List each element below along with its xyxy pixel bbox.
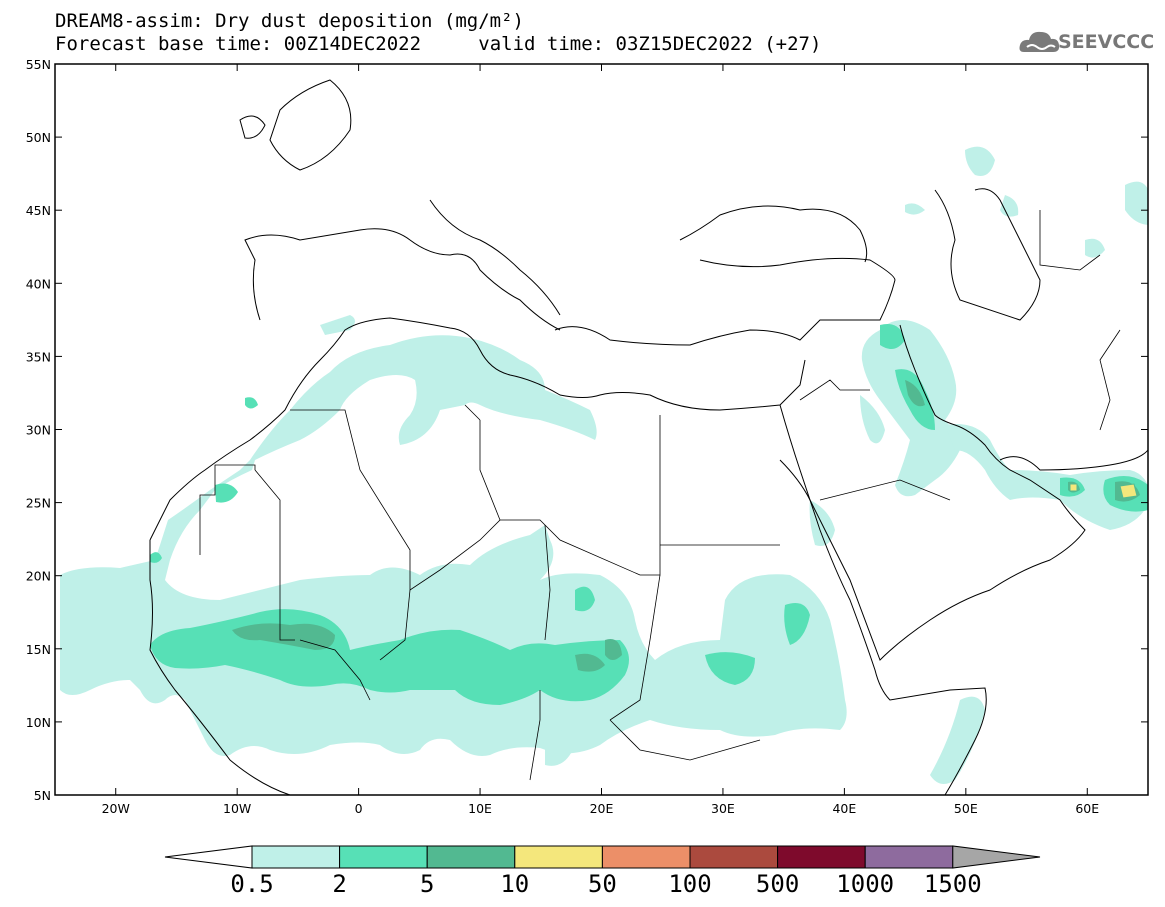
colorbar-label: 100	[668, 870, 712, 898]
lat-label: 35N	[26, 349, 51, 364]
lat-label: 15N	[26, 642, 51, 657]
lat-label: 5N	[34, 788, 51, 803]
dust-field-high	[1069, 483, 1138, 499]
lat-label: 30N	[26, 423, 51, 438]
lon-label: 20W	[102, 801, 130, 816]
colorbar-segment	[601, 845, 691, 869]
colorbar-segment	[251, 845, 341, 869]
map-title: DREAM8-assim: Dry dust deposition (mg/m²…	[55, 10, 524, 32]
lon-label: 20E	[590, 801, 614, 816]
lon-label: 60E	[1075, 801, 1099, 816]
lon-label: 30E	[711, 801, 735, 816]
colorbar-label: 5	[419, 870, 435, 898]
logo-text: SEEVCCC	[1058, 31, 1155, 53]
lat-label: 10N	[26, 715, 51, 730]
lat-label: 55N	[26, 57, 51, 72]
colorbar-segment	[426, 845, 516, 869]
colorbar-under-triangle	[164, 845, 253, 869]
colorbar-label: 50	[587, 870, 617, 898]
colorbar-label: 500	[755, 870, 800, 898]
lon-label: 10W	[223, 801, 251, 816]
forecast-base-time: Forecast base time: 00Z14DEC2022	[55, 33, 422, 55]
forecast-times: Forecast base time: 00Z14DEC2022 valid t…	[55, 33, 821, 55]
lon-label: 40E	[832, 801, 856, 816]
lon-label: 0	[355, 801, 363, 816]
coastlines	[149, 79, 1148, 795]
colorbar-label: 2	[332, 870, 347, 898]
colorbar-label: 10	[500, 870, 530, 898]
colorbar-segment	[339, 845, 428, 869]
colorbar-segment	[689, 845, 779, 869]
country-borders	[199, 210, 1121, 781]
colorbar-segment	[864, 845, 954, 869]
colorbar-over-triangle	[952, 845, 1041, 869]
colorbar-label: 1000	[836, 870, 895, 898]
colorbar-segment	[777, 845, 866, 869]
colorbar-segment	[514, 845, 603, 869]
lon-label: 50E	[954, 801, 978, 816]
lat-label: 45N	[26, 203, 51, 218]
colorbar-label: 1500	[923, 870, 982, 898]
longitude-axis: 20W 10W 0 10E 20E 30E 40E 50E 60E	[102, 64, 1099, 816]
lon-label: 10E	[468, 801, 492, 816]
lat-label: 20N	[26, 569, 51, 584]
valid-time: valid time: 03Z15DEC2022 (+27)	[478, 33, 822, 55]
colorbar-label: 0.5	[230, 870, 274, 898]
lat-label: 25N	[26, 496, 51, 511]
lat-label: 50N	[26, 130, 51, 145]
colorbar	[164, 845, 1041, 869]
cloud-icon	[1019, 31, 1060, 52]
latitude-axis: 55N 50N 45N 40N 35N 30N 25N 20N 15N 10N 5N	[26, 57, 1148, 803]
lat-label: 40N	[26, 276, 51, 291]
